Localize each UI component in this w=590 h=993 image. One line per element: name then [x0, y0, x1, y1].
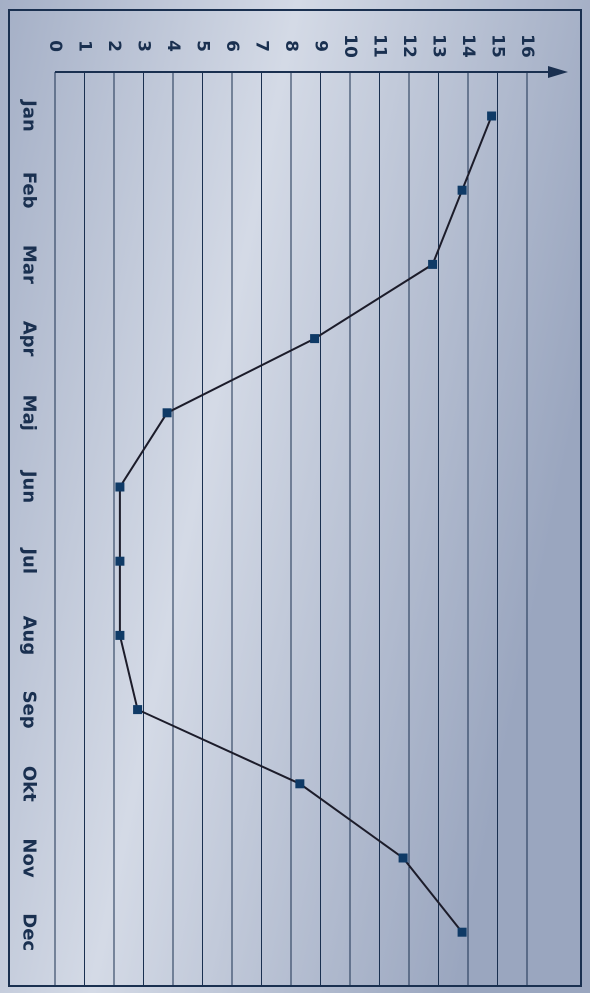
month-label: Aug [19, 616, 40, 656]
month-label: Apr [19, 321, 40, 357]
value-tick-label: 15 [488, 34, 508, 58]
data-point-marker [457, 185, 467, 195]
month-label: Mar [19, 245, 40, 284]
month-label: Jun [19, 469, 40, 503]
value-axis [55, 66, 568, 78]
month-label: Okt [19, 766, 40, 802]
axis-arrow-icon [548, 66, 568, 78]
month-label: Sep [19, 691, 40, 729]
value-tick-label: 11 [370, 34, 390, 58]
data-point-marker [115, 556, 125, 566]
month-label: Nov [19, 838, 40, 877]
value-tick-label: 13 [429, 34, 449, 58]
value-tick-label: 3 [134, 40, 154, 52]
value-tick-label: 4 [163, 40, 183, 52]
value-tick-label: 10 [340, 34, 360, 58]
data-point-marker [162, 408, 172, 418]
data-point-marker [115, 630, 125, 640]
data-point-marker [295, 779, 305, 789]
data-markers [115, 111, 497, 937]
data-point-marker [398, 853, 408, 863]
data-point-marker [457, 927, 467, 937]
month-label: Jul [19, 546, 40, 574]
value-tick-label: 0 [45, 40, 65, 52]
month-label: Maj [19, 395, 40, 431]
data-point-marker [487, 111, 497, 121]
series-line-path [118, 115, 493, 933]
data-point-marker [115, 482, 125, 492]
month-labels: Jan Feb Mar Apr Maj Jun Jul Aug Sep Okt Nov Dec [19, 98, 40, 951]
value-tick-label: 14 [458, 34, 478, 58]
value-tick-label: 5 [193, 40, 213, 52]
month-label: Dec [19, 913, 40, 951]
data-point-marker [133, 705, 143, 715]
value-tick-label: 16 [517, 34, 537, 58]
value-tick-label: 9 [311, 40, 331, 52]
chart-frame [8, 9, 582, 987]
data-point-marker [310, 334, 320, 344]
value-tick-label: 2 [104, 40, 124, 52]
value-tick-labels: 0 1 2 3 4 5 6 7 8 9 10 11 12 13 14 15 16 [45, 34, 537, 58]
series-line [118, 115, 493, 933]
month-label: Feb [19, 172, 40, 209]
value-tick-label: 1 [75, 40, 95, 52]
month-label: Jan [19, 98, 40, 132]
value-tick-label: 7 [252, 40, 272, 52]
data-point-marker [428, 259, 438, 269]
value-tick-label: 6 [222, 40, 242, 52]
value-tick-label: 8 [281, 40, 301, 52]
gridlines [54, 72, 528, 985]
value-tick-label: 12 [399, 34, 419, 58]
